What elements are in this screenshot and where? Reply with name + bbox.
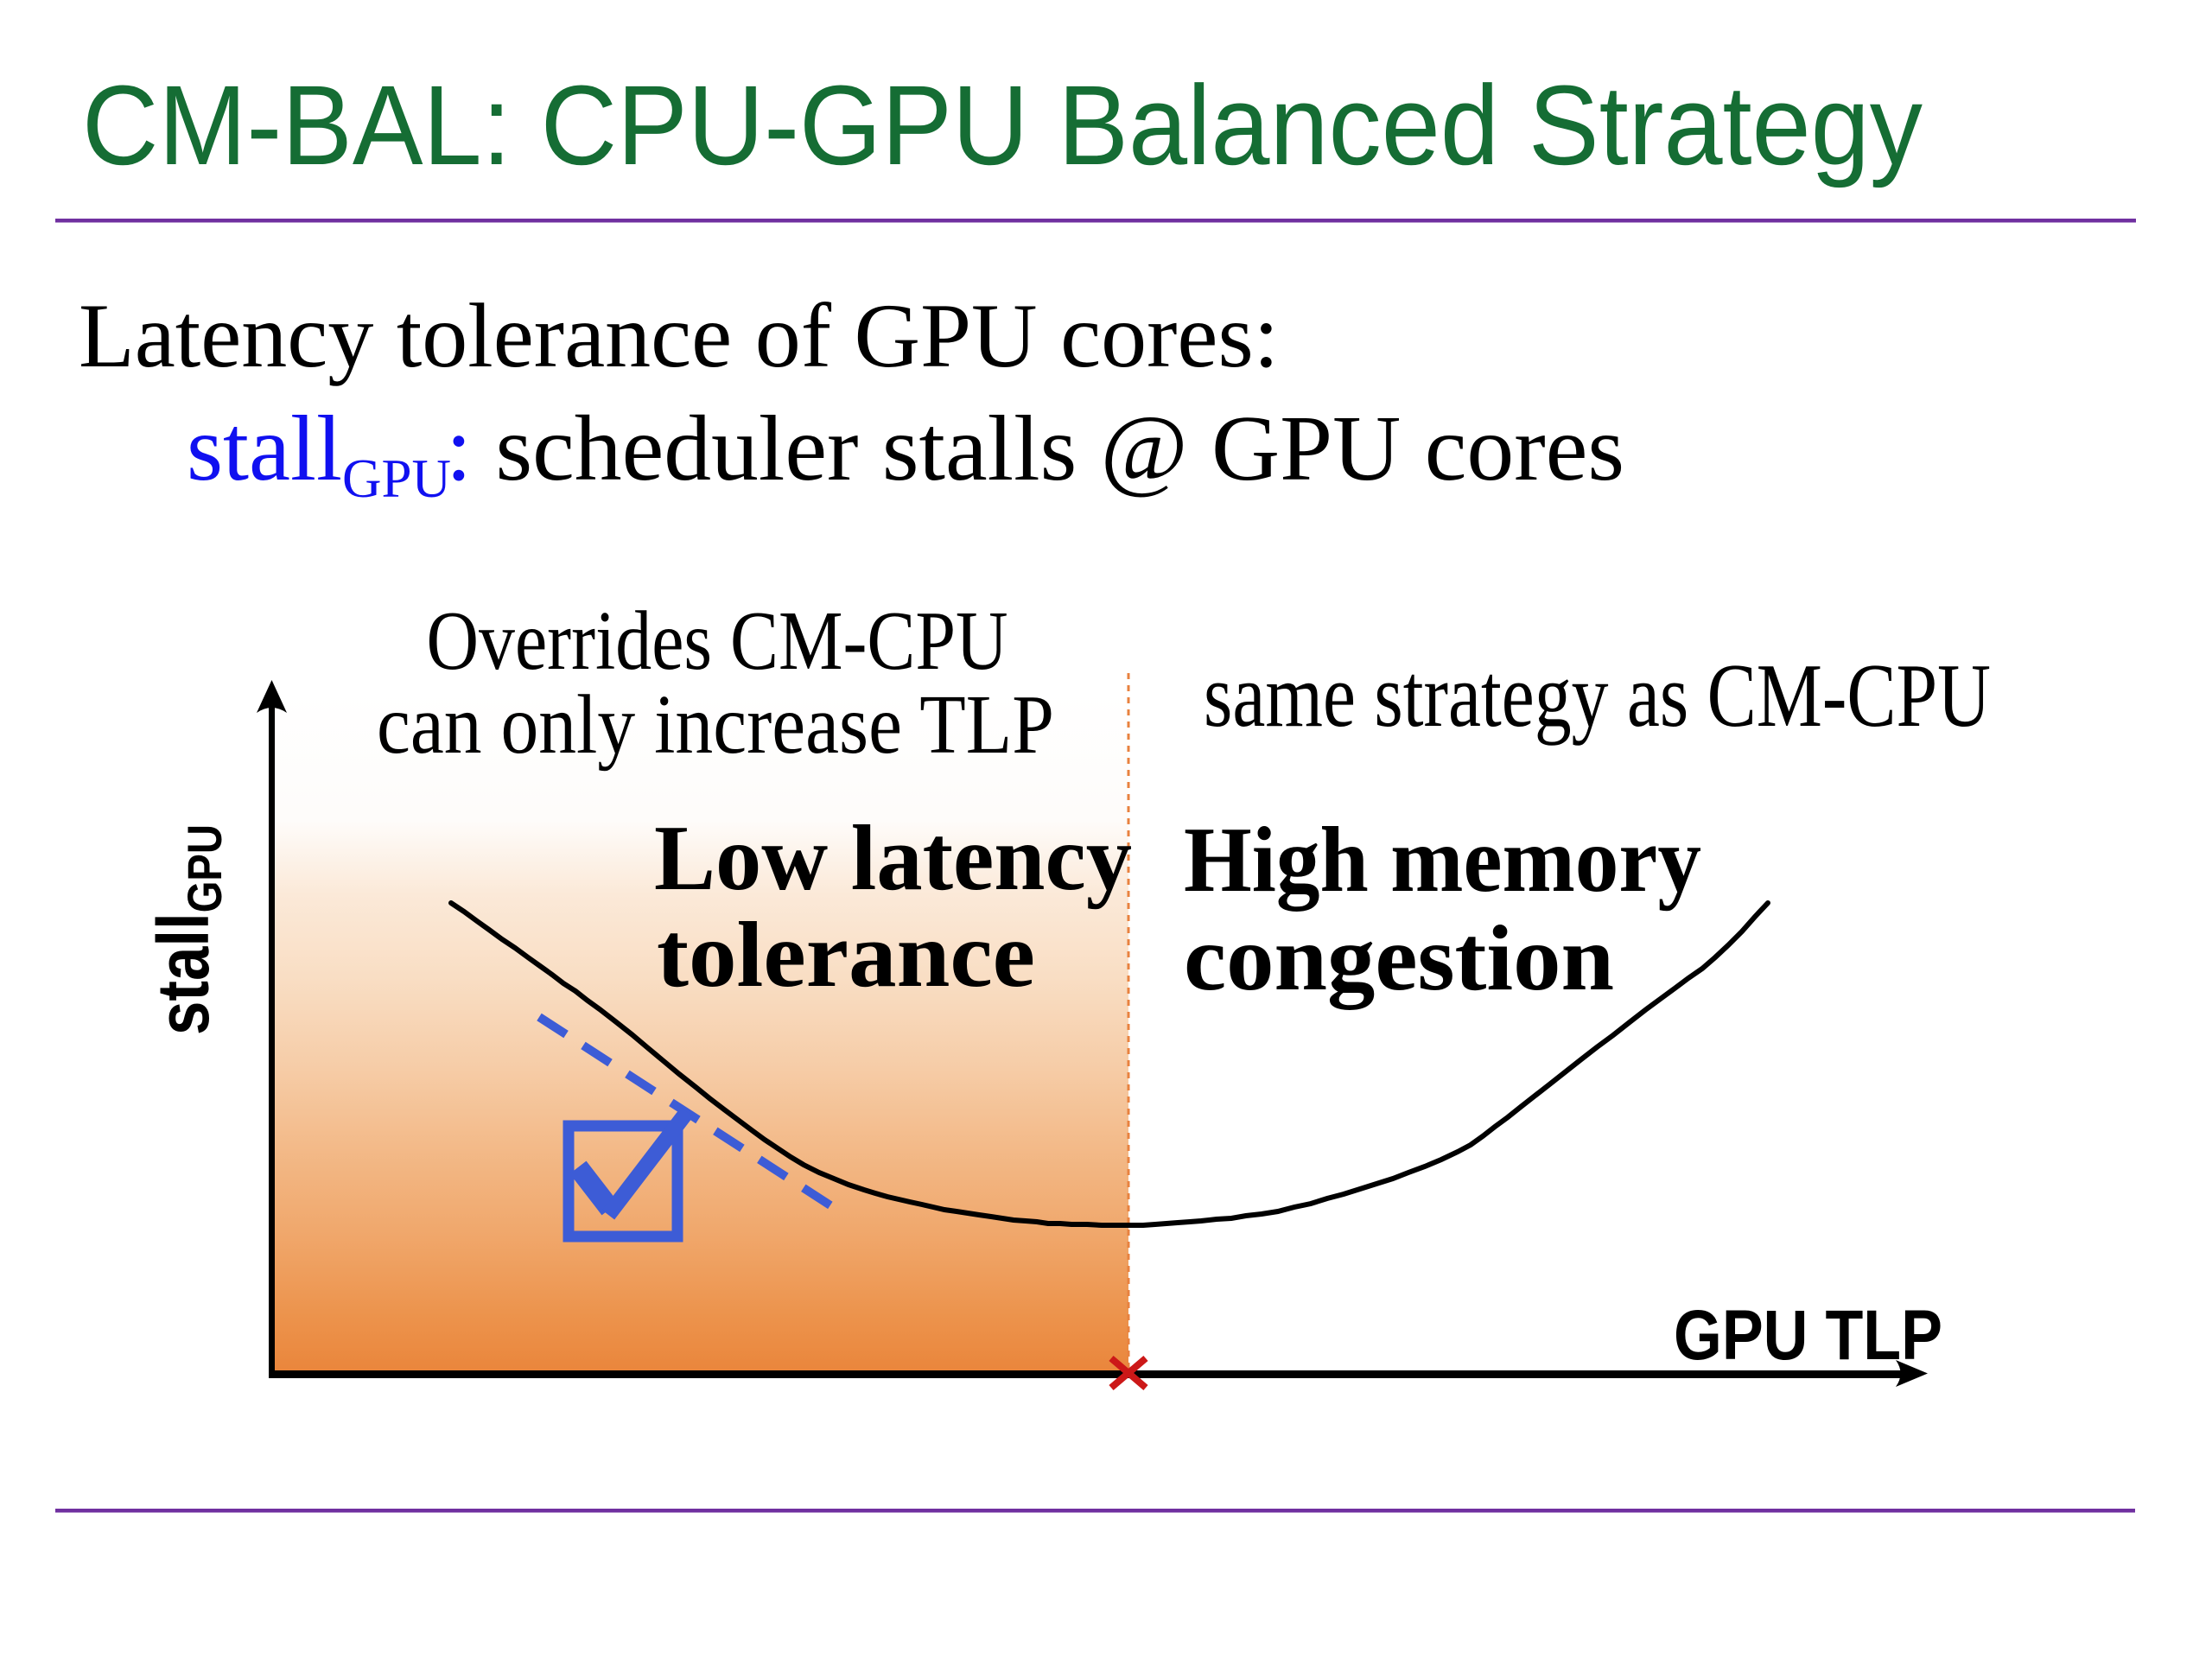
svg-text:Low latency: Low latency	[654, 807, 1132, 910]
svg-text:GPU TLP: GPU TLP	[1674, 1296, 1942, 1375]
svg-text:Latency tolerance of GPU cores: Latency tolerance of GPU cores:	[79, 285, 1279, 386]
svg-text:same strategy as CM-CPU: same strategy as CM-CPU	[1204, 645, 1991, 746]
svg-text:CM-BAL: CPU-GPU Balanced Strat: CM-BAL: CPU-GPU Balanced Strategy	[82, 61, 1923, 188]
svg-text:congestion: congestion	[1184, 907, 1614, 1010]
svg-text:Overrides CM-CPU: Overrides CM-CPU	[427, 594, 1008, 688]
svg-text:High memory: High memory	[1184, 809, 1701, 912]
svg-text:stallGPU: scheduler stalls @ G: stallGPU: scheduler stalls @ GPU cores	[187, 397, 1624, 509]
svg-text:tolerance: tolerance	[657, 904, 1035, 1007]
svg-text:can only increase TLP: can only increase TLP	[377, 678, 1054, 772]
